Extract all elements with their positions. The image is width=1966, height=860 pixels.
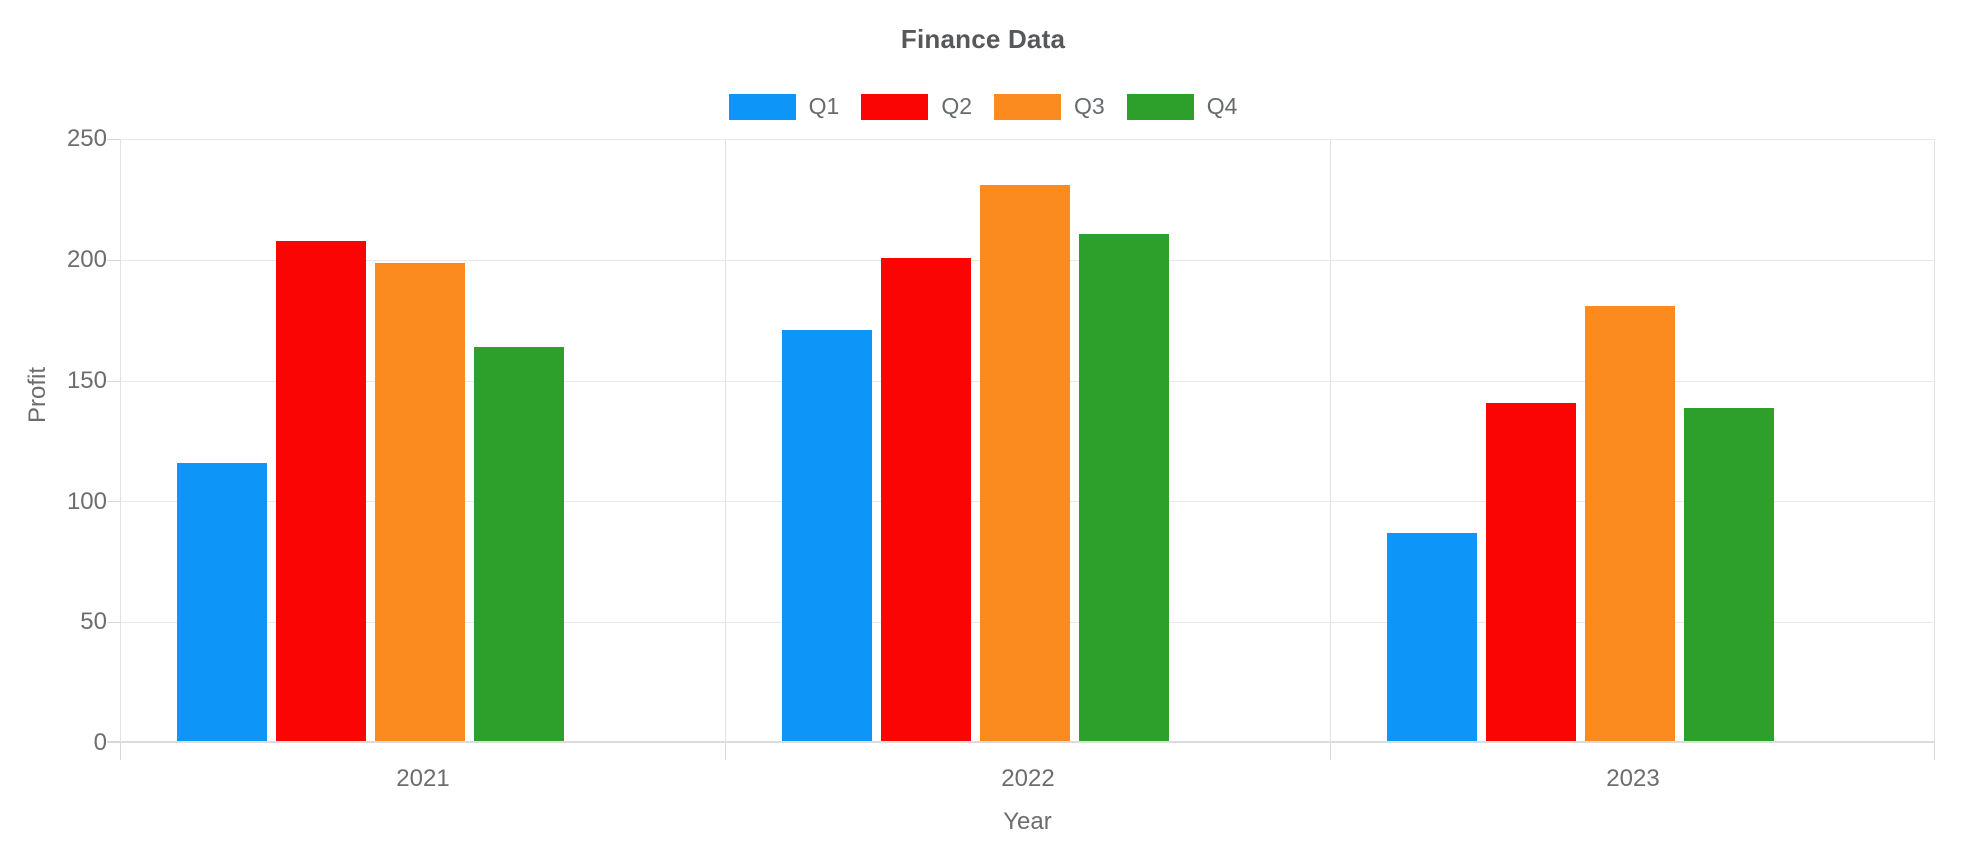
x-tick-2022: 2022: [1001, 765, 1055, 792]
plot-area: [107, 139, 1935, 760]
y-tick-100: 100: [66, 488, 107, 515]
bar-2023-q1[interactable]: [1387, 533, 1477, 741]
bar-2022-q2[interactable]: [881, 258, 971, 741]
category-divider-1: [725, 139, 726, 760]
bar-2021-q4[interactable]: [474, 347, 564, 741]
category-divider-2: [1330, 139, 1331, 760]
legend-item-q3[interactable]: Q3: [994, 93, 1105, 120]
legend-item-q2[interactable]: Q2: [861, 93, 972, 120]
y-axis-line: [120, 139, 121, 760]
legend-swatch-q1-icon: [728, 93, 796, 120]
legend-swatch-q2-icon: [861, 93, 929, 120]
x-axis-line: [107, 741, 1935, 743]
legend-swatch-q3-icon: [994, 93, 1061, 120]
legend-item-q4[interactable]: Q4: [1126, 93, 1238, 120]
chart-title: Finance Data: [900, 24, 1066, 54]
legend: Q1 Q2 Q3 Q4: [0, 93, 1966, 120]
legend-label-q4: Q4: [1206, 93, 1238, 119]
y-tick-150: 150: [66, 367, 107, 394]
y-axis-title: Profit: [24, 366, 51, 424]
bar-2023-q2[interactable]: [1486, 403, 1576, 741]
bar-2022-q3[interactable]: [980, 185, 1070, 741]
y-tick-50: 50: [80, 608, 107, 635]
plot-right-border: [1934, 139, 1935, 760]
bar-2022-q1[interactable]: [782, 330, 872, 741]
bar-2023-q3[interactable]: [1585, 306, 1675, 741]
y-tick-0: 0: [93, 729, 107, 756]
y-tick-200: 200: [66, 246, 107, 273]
gridline-250: [107, 139, 1935, 140]
x-tick-2023: 2023: [1606, 765, 1660, 792]
legend-item-q1[interactable]: Q1: [728, 93, 840, 120]
bar-2021-q2[interactable]: [276, 241, 366, 741]
bar-2021-q1[interactable]: [177, 463, 267, 741]
legend-label-q2: Q2: [941, 93, 972, 119]
legend-label-q1: Q1: [808, 93, 840, 119]
legend-swatch-q4-icon: [1126, 93, 1194, 120]
x-axis-title: Year: [1003, 808, 1052, 835]
x-tick-2021: 2021: [396, 765, 450, 792]
bar-2023-q4[interactable]: [1684, 408, 1774, 741]
bar-2021-q3[interactable]: [375, 263, 465, 741]
bar-2022-q4[interactable]: [1079, 234, 1169, 741]
y-tick-250: 250: [66, 125, 107, 152]
legend-label-q3: Q3: [1074, 93, 1105, 119]
